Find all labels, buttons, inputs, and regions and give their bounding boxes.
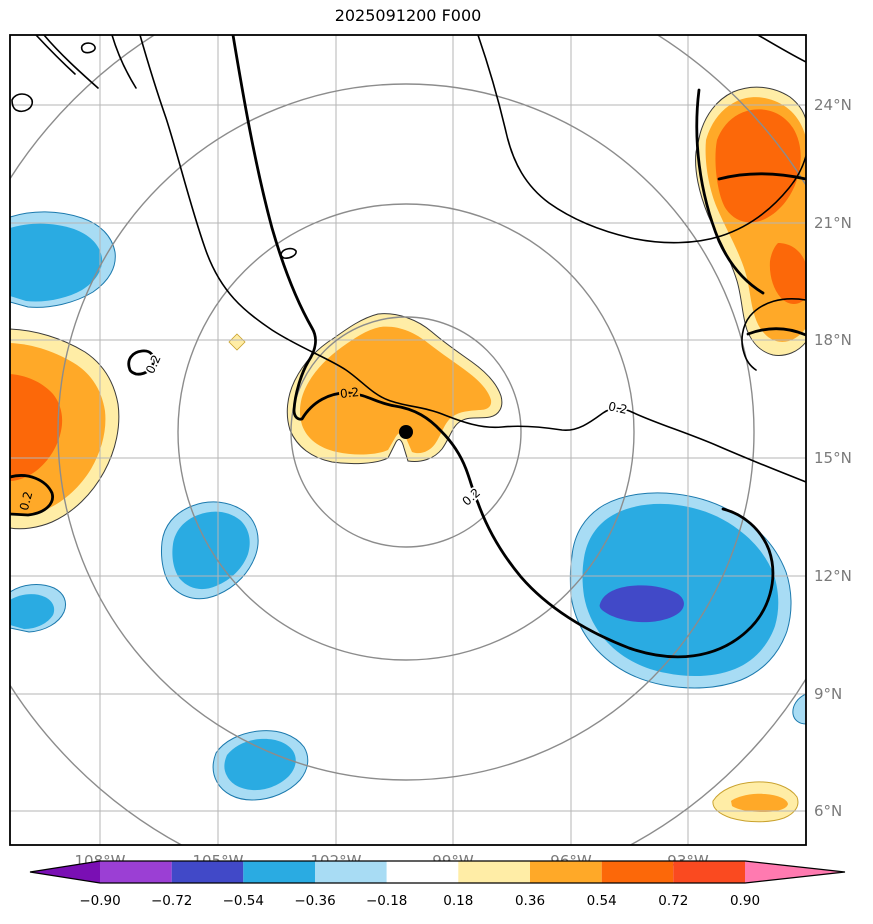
filled-region xyxy=(599,585,684,623)
plot-title: 2025091200 F000 xyxy=(334,6,482,25)
range-ring xyxy=(57,83,755,781)
coastline-path xyxy=(757,35,806,63)
lat-tick-label: 12°N xyxy=(814,567,852,585)
colorbar-tick-label: 0.18 xyxy=(443,893,473,909)
colorbar-segment xyxy=(171,861,244,883)
contour-line xyxy=(10,474,54,517)
colorbar-arrow-left xyxy=(30,861,100,883)
contour-line xyxy=(746,327,806,337)
colorbar-segment xyxy=(530,861,602,883)
coastline-path xyxy=(80,42,96,54)
coastline-path xyxy=(111,35,137,89)
contour-label: 0.2 xyxy=(607,399,629,417)
colorbar-tick-label: −0.90 xyxy=(79,893,120,909)
lat-tick-label: 24°N xyxy=(814,96,852,114)
lat-tick-label: 9°N xyxy=(814,685,842,703)
contour-line xyxy=(717,172,806,181)
colorbar-segment xyxy=(673,861,745,883)
lat-tick-label: 15°N xyxy=(814,449,852,467)
filled-region xyxy=(299,326,492,455)
colorbar-arrow-right xyxy=(745,861,845,883)
contour-line xyxy=(231,35,775,659)
colorbar-segment xyxy=(601,861,674,883)
filled-region xyxy=(228,333,246,351)
coastline-path xyxy=(35,35,76,75)
filled-region xyxy=(715,109,801,223)
colorbar-tick-label: −0.54 xyxy=(223,893,264,909)
colorbar-tick-label: −0.72 xyxy=(151,893,192,909)
coastline-path xyxy=(43,35,99,89)
colorbar-tick-label: 0.72 xyxy=(658,893,688,909)
filled-region xyxy=(224,738,296,791)
colorbar-tick-label: 0.90 xyxy=(730,893,760,909)
filled-region xyxy=(792,693,806,725)
colorbar-segment xyxy=(386,861,459,883)
contour-line xyxy=(695,88,765,295)
coastline-path xyxy=(11,93,34,113)
range-ring xyxy=(290,316,522,548)
range-ring xyxy=(177,203,635,661)
contour-label: 0.2 xyxy=(17,490,35,512)
colorbar-segment xyxy=(243,861,315,883)
filled-region xyxy=(769,243,806,304)
colorbar-tick-label: −0.36 xyxy=(294,893,335,909)
lat-tick-label: 21°N xyxy=(814,214,852,232)
coastline-path xyxy=(741,298,806,371)
storm-center-dot xyxy=(399,425,413,439)
lat-tick-label: 6°N xyxy=(814,802,842,820)
contour-label: 0.2 xyxy=(339,385,359,401)
colorbar-tick-label: 0.36 xyxy=(515,893,545,909)
filled-region xyxy=(10,594,55,629)
colorbar-segment xyxy=(315,861,387,883)
contour-label: 0.2 xyxy=(143,353,164,376)
lat-tick-label: 18°N xyxy=(814,331,852,349)
contour-line xyxy=(127,349,155,376)
coastline-path xyxy=(280,247,297,259)
map-frame xyxy=(9,34,807,846)
map-layers: 0.20.20.20.20.2 xyxy=(10,35,806,845)
coastline-path xyxy=(139,35,806,483)
colorbar-segment xyxy=(100,861,172,883)
colorbar-tick-label: −0.18 xyxy=(366,893,407,909)
filled-region xyxy=(10,223,103,302)
filled-region xyxy=(582,503,779,677)
colorbar-segment xyxy=(458,861,530,883)
colorbar-outline xyxy=(29,860,846,884)
filled-region xyxy=(731,793,788,812)
colorbar-tick-label: 0.54 xyxy=(587,893,617,909)
filled-region xyxy=(10,374,63,481)
coastline-path xyxy=(477,35,806,244)
